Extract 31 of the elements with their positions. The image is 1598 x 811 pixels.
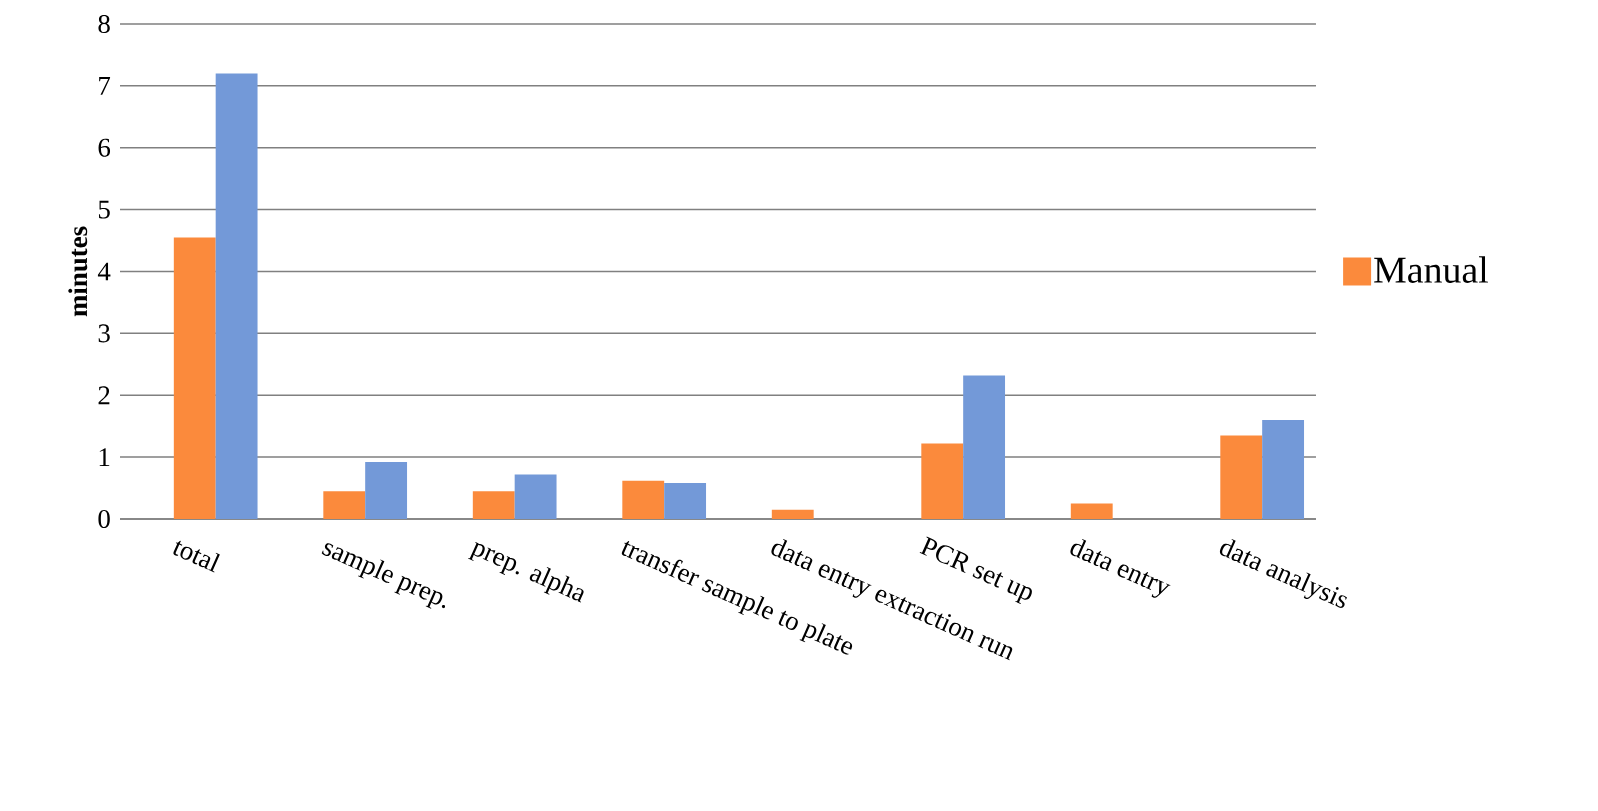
x-tick-label: prep. alpha <box>468 542 584 603</box>
bar <box>622 480 665 519</box>
y-tick-label: 8 <box>98 14 110 34</box>
bar <box>963 375 1006 519</box>
y-tick-label: 3 <box>98 324 110 343</box>
x-tick-label: total <box>173 540 220 573</box>
bar <box>1070 503 1113 519</box>
bar <box>323 491 366 519</box>
y-tick-label: 2 <box>98 386 110 405</box>
y-tick-label: 5 <box>98 200 110 219</box>
bar <box>173 237 216 519</box>
legend-label: Manual <box>1374 256 1488 283</box>
bar <box>771 509 814 519</box>
x-tick-label: sample prep. <box>321 543 446 609</box>
y-axis-title: minutes <box>68 226 88 317</box>
bar <box>215 73 258 519</box>
bar <box>514 474 557 519</box>
bar <box>1220 435 1263 519</box>
y-tick-label: 4 <box>97 262 111 281</box>
y-tick-label: 7 <box>99 77 111 95</box>
y-tick-label: 1 <box>99 448 110 466</box>
bar <box>1262 419 1305 519</box>
bar <box>365 462 408 519</box>
bar <box>664 483 707 519</box>
y-tick-label: 6 <box>98 138 111 157</box>
y-tick-label: 0 <box>98 509 110 529</box>
x-tick-label: data analysis <box>1219 539 1348 608</box>
bar <box>921 443 964 519</box>
x-tick-label: PCR set up <box>919 536 1032 604</box>
bar <box>472 491 515 519</box>
x-tick-label: data entry <box>1070 539 1171 598</box>
